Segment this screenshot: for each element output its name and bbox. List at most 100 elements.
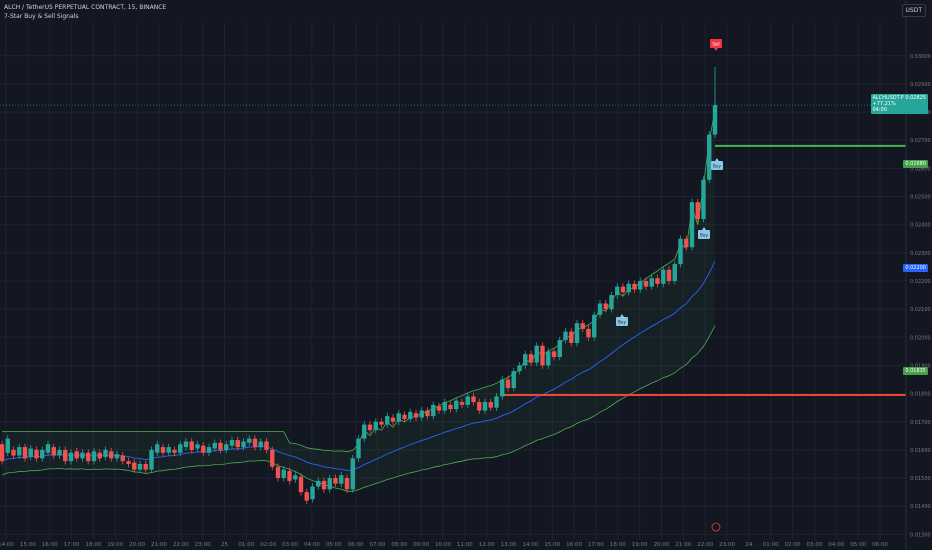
candle-body xyxy=(218,442,223,450)
time-tick: 02:00 xyxy=(260,542,276,548)
candle-body xyxy=(632,283,637,290)
buy-signal: Buy xyxy=(698,227,710,239)
time-tick: 05:00 xyxy=(850,542,866,548)
candle-body xyxy=(592,314,597,338)
time-tick: 15:00 xyxy=(544,542,560,548)
time-tick: 07:00 xyxy=(370,542,386,548)
time-tick: 23:00 xyxy=(719,542,735,548)
buy-signal: Buy xyxy=(711,158,723,170)
time-tick: 19:00 xyxy=(107,542,123,548)
candle-series xyxy=(0,67,718,504)
candle-body xyxy=(517,365,522,372)
candle-body xyxy=(350,458,355,490)
candle-body xyxy=(235,440,240,448)
candle-body xyxy=(126,461,131,464)
price-tick: 0.02500 xyxy=(910,195,931,201)
candle-body xyxy=(419,410,424,418)
time-tick: 14:00 xyxy=(0,542,14,548)
candle-body xyxy=(0,444,5,462)
candle-body xyxy=(264,441,269,450)
time-tick: 20:00 xyxy=(654,542,670,548)
candle-body xyxy=(534,345,539,363)
sell-signal-label: Sell xyxy=(712,42,719,47)
candle-body xyxy=(540,345,545,366)
candle-body xyxy=(603,303,608,310)
candle-body xyxy=(344,478,350,490)
buy-signal-label: Buy xyxy=(700,233,708,238)
price-tick: 0.01700 xyxy=(910,420,931,426)
time-tick: 12:00 xyxy=(479,542,495,548)
currency-button[interactable]: USDT xyxy=(901,4,926,17)
candle-body xyxy=(459,402,465,405)
time-tick: 04:00 xyxy=(828,542,844,548)
sell-signal-pointer xyxy=(714,48,718,51)
candle-body xyxy=(528,354,534,363)
last-price-change: +77.21% xyxy=(872,101,896,107)
candle-body xyxy=(172,449,177,453)
indicator-title[interactable]: 7-Star Buy & Sell Signals xyxy=(4,13,79,20)
candle-body xyxy=(563,331,568,341)
time-tick: 22:00 xyxy=(697,542,713,548)
time-tick: 18:00 xyxy=(610,542,626,548)
candle-body xyxy=(362,424,367,439)
time-axis[interactable]: 14:00 15:00 16:00 17:00 18:00 19:00 20:00 21:00… xyxy=(0,522,888,548)
candle-body xyxy=(638,281,643,290)
time-tick: 16:00 xyxy=(42,542,58,548)
candle-body xyxy=(120,455,125,462)
time-tick: 17:00 xyxy=(588,542,604,548)
time-tick: 22:00 xyxy=(173,542,189,548)
time-tick: 10:00 xyxy=(435,542,451,548)
buy-signal-pointer xyxy=(715,158,719,161)
sell-signal: Sell xyxy=(710,39,722,51)
time-tick: 21:00 xyxy=(675,542,691,548)
last-price-countdown: 04:00 xyxy=(872,107,887,113)
candle-body xyxy=(34,449,39,459)
candle-body xyxy=(224,444,229,450)
sell-signal-box xyxy=(710,39,722,48)
reload-icon xyxy=(711,522,721,532)
candle-body xyxy=(293,475,298,480)
candle-body xyxy=(373,421,378,431)
candle-body xyxy=(712,105,718,135)
price-tick: 0.02700 xyxy=(910,138,931,144)
candle-body xyxy=(22,447,28,459)
time-tick: 24 xyxy=(745,542,752,548)
candle-body xyxy=(367,424,373,431)
time-tick: 08:00 xyxy=(391,542,407,548)
candle-body xyxy=(11,449,16,456)
candle-body xyxy=(413,413,419,418)
candle-body xyxy=(649,278,654,287)
candle-body xyxy=(252,438,258,448)
candle-body xyxy=(701,179,706,220)
time-tick: 20:00 xyxy=(129,542,145,548)
candle-body xyxy=(68,452,74,462)
price-tick: 0.01600 xyxy=(910,448,931,454)
candle-body xyxy=(626,283,631,293)
candle-body xyxy=(287,471,292,481)
last-price-symbol: ALCHUSDT.P 0.02825 xyxy=(872,95,927,101)
candle-body xyxy=(316,480,321,487)
candle-body xyxy=(431,404,436,417)
candle-body xyxy=(580,323,585,329)
candle-body xyxy=(97,452,102,459)
candle-body xyxy=(546,351,551,366)
candle-body xyxy=(661,269,666,284)
candle-body xyxy=(310,486,315,500)
buy-signal-label: Buy xyxy=(713,164,721,169)
buy-signal: Buy xyxy=(616,314,628,326)
time-tick: 18:00 xyxy=(85,542,101,548)
lower-level-label: 0.01835 xyxy=(903,367,928,375)
time-tick: 06:00 xyxy=(348,542,364,548)
time-tick: 02:00 xyxy=(785,542,801,548)
candle-body xyxy=(494,396,499,408)
candle-body xyxy=(465,396,470,405)
candle-body xyxy=(5,438,10,453)
candle-body xyxy=(91,451,97,462)
time-tick: 14:00 xyxy=(522,542,538,548)
time-tick: 13:00 xyxy=(501,542,517,548)
candle-body xyxy=(28,448,33,457)
price-axis[interactable]: 0.030000.029000.028000.027000.026000.025… xyxy=(905,0,931,550)
candle-body xyxy=(586,328,591,338)
candle-body xyxy=(247,438,252,443)
